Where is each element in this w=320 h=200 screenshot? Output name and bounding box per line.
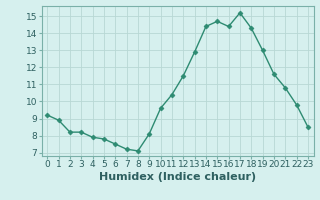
X-axis label: Humidex (Indice chaleur): Humidex (Indice chaleur) bbox=[99, 172, 256, 182]
